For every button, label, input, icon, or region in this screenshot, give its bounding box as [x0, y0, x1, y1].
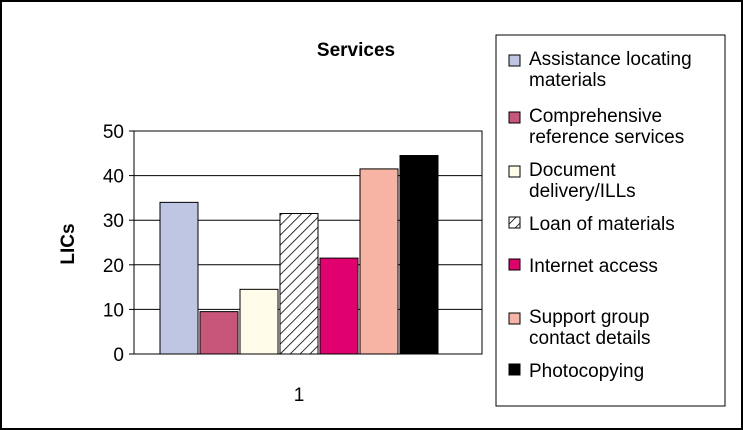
- y-tick-label: 30: [103, 211, 124, 232]
- bar-internet-access: [319, 257, 359, 355]
- legend-box: [495, 34, 726, 407]
- chart-title: Services: [317, 40, 395, 61]
- legend-swatch: [508, 312, 521, 325]
- bar-assistance-locating-materials: [159, 201, 199, 355]
- legend-swatch: [508, 165, 521, 178]
- bar-photocopying: [399, 155, 439, 355]
- x-axis-ticks: 1: [294, 385, 305, 406]
- legend-swatch: [508, 363, 521, 376]
- y-tick-label: 0: [113, 345, 124, 366]
- y-axis-ticks: 0 10 20 30 40 50: [103, 122, 134, 366]
- y-axis-label: LICs: [58, 223, 79, 264]
- x-tick-label: 1: [294, 385, 305, 406]
- bar-document-delivery-ills: [239, 288, 279, 355]
- legend-label: Document delivery/ILLs: [529, 160, 636, 202]
- bars: [159, 155, 439, 355]
- bar-support-group-contact-details: [359, 168, 399, 355]
- bar-loan-of-materials: [279, 213, 319, 355]
- y-tick-label: 20: [103, 256, 124, 277]
- legend-swatch: [508, 216, 521, 229]
- legend-swatch: [508, 258, 521, 271]
- legend: Assistance locating materials Comprehensiv…: [508, 49, 692, 382]
- y-tick-label: 50: [103, 122, 124, 143]
- legend-label: Comprehensive reference services: [529, 106, 684, 148]
- y-tick-label: 40: [103, 167, 124, 188]
- legend-label: Support group contact details: [529, 307, 650, 349]
- legend-swatch: [508, 111, 521, 124]
- legend-swatch: [508, 54, 521, 67]
- legend-label: Assistance locating materials: [529, 49, 692, 91]
- bar-comprehensive-reference-services: [199, 311, 239, 355]
- legend-label: Photocopying: [529, 361, 644, 382]
- legend-label: Internet access: [529, 256, 658, 277]
- y-tick-label: 10: [103, 300, 124, 321]
- legend-label: Loan of materials: [529, 214, 675, 235]
